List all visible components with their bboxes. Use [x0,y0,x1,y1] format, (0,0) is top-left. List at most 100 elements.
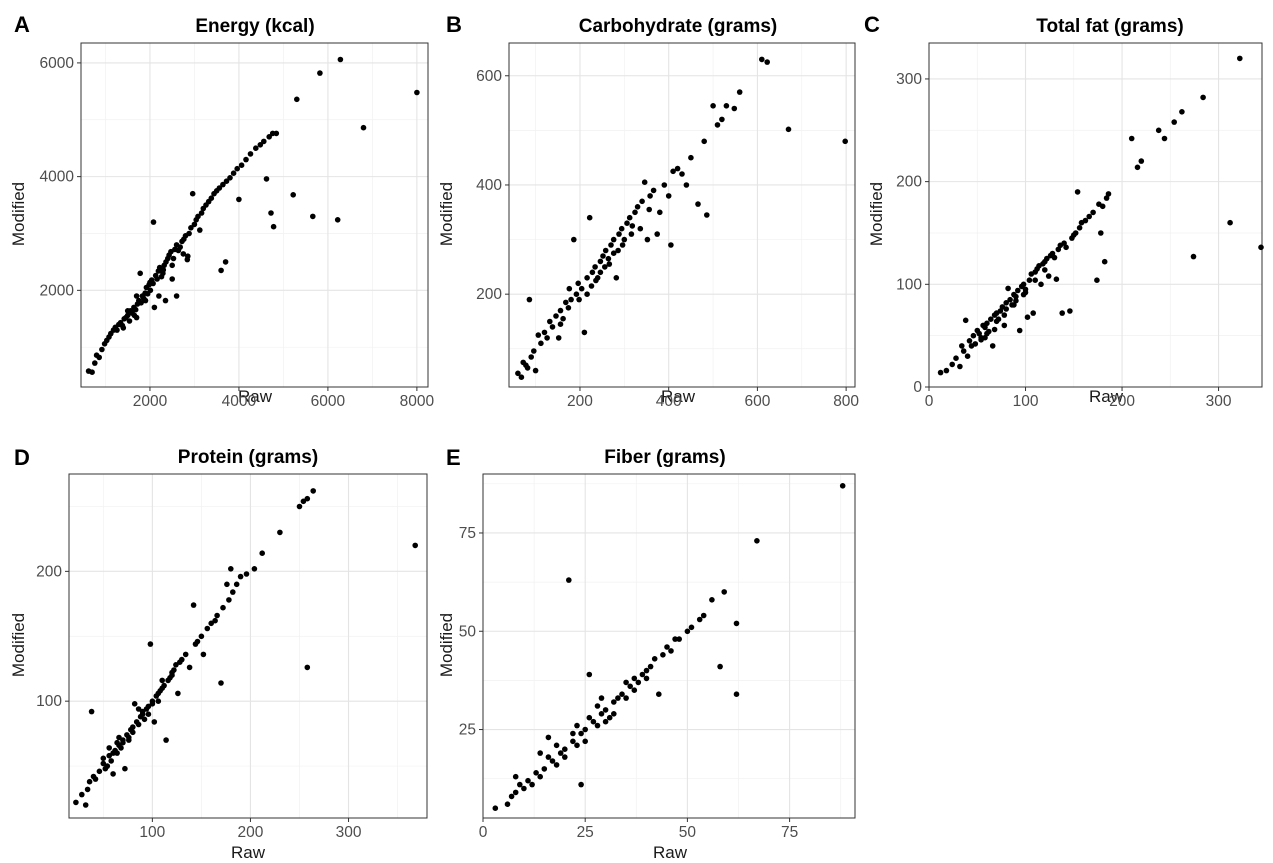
data-point [943,367,950,374]
data-point [247,151,254,157]
data-point [839,483,846,489]
data-point [1190,253,1197,260]
data-point [544,335,550,341]
data-point [1128,135,1135,142]
data-point [719,116,725,123]
panel-c-total-fat: C Total fat (grams) Raw Modified 0 100 200… [864,12,1264,410]
data-point [236,196,242,203]
data-point [1007,296,1013,303]
data-point [723,103,730,109]
data-point [104,763,111,769]
x-tick-label: 75 [781,824,798,841]
data-point [565,305,572,311]
data-point [524,365,531,371]
data-point [310,213,316,220]
data-point [124,312,131,319]
data-point [1051,254,1058,261]
data-point [721,589,727,595]
x-tick-label: 8000 [400,393,435,410]
data-point [186,664,193,671]
data-point [114,750,120,756]
data-point [135,706,142,712]
data-point [688,624,695,631]
data-point [131,312,138,319]
data-point [151,304,158,311]
data-point [145,703,152,710]
data-point [230,589,236,595]
data-point [1026,277,1033,284]
data-point [296,503,303,510]
data-point [621,236,628,243]
data-point [191,221,198,228]
data-point [220,181,226,188]
data-point [594,722,601,729]
y-axis-title: Modified [9,613,28,677]
data-point [557,750,564,756]
data-point [991,326,998,333]
data-point [597,258,604,265]
data-point [108,758,114,764]
x-tick-label: 25 [577,824,594,841]
data-point [268,210,274,216]
data-point [1098,230,1104,236]
data-point [651,656,658,662]
data-point [696,616,703,623]
data-point [679,171,685,177]
data-point [1001,322,1008,329]
data-point [175,690,181,697]
data-point [525,777,531,784]
data-point [754,538,760,544]
data-point [169,262,175,269]
data-point [1016,327,1023,334]
plot-frame [482,473,856,819]
data-point [541,329,548,336]
x-tick-label: 50 [679,824,697,841]
data-point [842,138,848,145]
x-tick-label: 100 [1013,393,1039,410]
data-point [644,236,651,243]
data-point [627,683,633,690]
data-point [189,190,196,197]
data-point [571,236,577,243]
data-point [602,264,608,270]
data-point [163,737,169,743]
data-point [581,329,588,336]
data-point [615,247,621,254]
data-point [1032,277,1038,284]
data-point [563,299,569,306]
data-point [700,612,707,619]
data-point [674,165,681,172]
data-point [582,738,588,745]
data-point [616,231,622,237]
data-point [1072,230,1079,236]
data-point [570,730,576,737]
data-point [545,734,552,741]
data-point [647,663,654,670]
data-point [1044,255,1050,262]
data-point [251,566,258,572]
data-point [628,231,635,237]
panel-a-energy: A Energy (kcal) Raw Modified 2000 4000 600… [9,12,434,410]
data-point [578,730,584,737]
panel-letter: A [14,12,30,37]
data-point [937,369,944,376]
plot-frame [80,42,429,388]
data-point [1013,293,1019,300]
data-point [759,56,765,63]
data-point [204,625,211,632]
data-point [238,162,245,168]
data-point [190,602,197,608]
x-axis-title: Raw [231,843,266,862]
data-point [214,612,220,619]
panel-title: Protein (grams) [178,447,318,468]
data-point [1161,135,1168,142]
data-point [492,805,499,811]
data-point [253,145,259,151]
data-point [220,604,226,611]
data-point [578,781,584,788]
data-point [586,214,593,221]
data-point [608,242,614,248]
data-point [560,315,566,322]
data-point [578,285,585,292]
data-point [130,729,136,736]
